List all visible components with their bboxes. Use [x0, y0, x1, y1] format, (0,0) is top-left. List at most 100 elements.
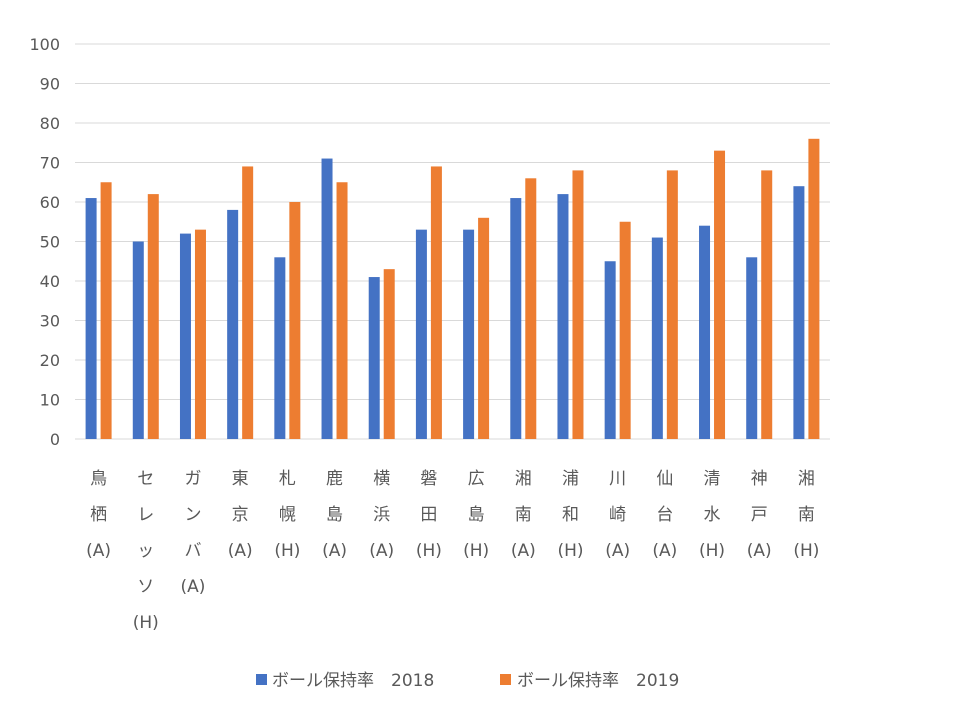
- bar-2019-1: [100, 182, 112, 439]
- bar-2018-15: [746, 257, 758, 439]
- legend-swatch: [256, 674, 267, 685]
- x-category-text: (H): [416, 541, 442, 561]
- y-tick-label: 60: [40, 193, 60, 212]
- x-category-text: (H): [274, 541, 300, 561]
- x-category-text: 島: [468, 505, 485, 525]
- bar-2018-8: [415, 229, 427, 439]
- x-category-text: ン: [184, 505, 201, 525]
- x-category-text: (A): [181, 577, 206, 597]
- bar-2018-4: [227, 209, 239, 439]
- x-category-text: 和: [562, 505, 579, 525]
- bar-2018-2: [132, 241, 144, 439]
- x-category-text: (H): [133, 613, 159, 633]
- bar-2019-5: [289, 202, 301, 439]
- x-category-text: 鹿: [326, 469, 343, 489]
- x-category-text: ガ: [184, 469, 201, 489]
- x-category-label: 清水 (H): [699, 469, 725, 561]
- legend: ボール保持率 2018 ボール保持率 2019: [256, 671, 679, 691]
- x-category-text: 鳥: [90, 469, 107, 489]
- x-category-label: 浦和 (H): [557, 469, 583, 561]
- legend-swatch: [500, 674, 511, 685]
- bar-2019-10: [525, 178, 537, 440]
- bar-2019-13: [666, 170, 678, 439]
- x-category-text: 仙: [656, 469, 673, 489]
- x-category-text: 栖: [90, 505, 107, 525]
- x-category-text: 戸: [751, 505, 768, 525]
- bar-2019-14: [714, 150, 726, 439]
- x-category-text: (A): [86, 541, 111, 561]
- bar-2018-7: [368, 277, 380, 439]
- x-category-text: 磐: [420, 469, 437, 489]
- legend-entry-2019: ボール保持率 2019: [500, 671, 679, 691]
- bar-2019-11: [572, 170, 584, 439]
- x-category-text: 崎: [609, 505, 626, 525]
- x-category-text: (H): [463, 541, 489, 561]
- x-category-text: 湘: [798, 469, 815, 489]
- bars: [85, 138, 820, 440]
- bar-2019-3: [194, 229, 206, 439]
- bar-2018-14: [699, 225, 711, 439]
- x-category-text: (A): [322, 541, 347, 561]
- y-tick-label: 90: [40, 75, 60, 94]
- x-category-text: (H): [793, 541, 819, 561]
- x-category-label: 広島 (H): [463, 469, 489, 561]
- x-category-text: 島: [326, 505, 343, 525]
- x-category-text: 清: [704, 469, 721, 489]
- x-category-label: 横浜 (A): [369, 469, 394, 561]
- x-category-text: 南: [515, 505, 532, 525]
- bar-2018-5: [274, 257, 286, 439]
- bar-2019-4: [242, 166, 254, 439]
- x-category-label: 鳥栖 (A): [86, 469, 111, 561]
- x-category-text: 川: [609, 469, 626, 489]
- x-category-text: 札: [279, 469, 296, 489]
- x-category-text: 台: [656, 505, 673, 525]
- legend-label: ボール保持率 2018: [272, 671, 434, 691]
- x-category-label: 川崎 (A): [605, 469, 630, 561]
- x-category-text: 幌: [279, 505, 296, 525]
- x-category-text: 東: [232, 469, 249, 489]
- bar-2019-2: [147, 194, 159, 439]
- y-tick-label: 70: [40, 154, 60, 173]
- bar-2019-6: [336, 182, 348, 439]
- bar-2018-1: [85, 198, 97, 439]
- x-category-text: 水: [704, 505, 721, 525]
- x-category-text: 浦: [562, 469, 579, 489]
- bar-2018-13: [651, 237, 663, 439]
- bar-2019-16: [808, 138, 820, 440]
- bar-2018-3: [179, 233, 191, 439]
- x-category-text: (A): [747, 541, 772, 561]
- x-category-text: セ: [137, 469, 154, 489]
- y-tick-label: 30: [40, 312, 60, 331]
- x-category-label: 仙台 (A): [652, 469, 677, 561]
- x-category-label: 鹿島 (A): [322, 469, 347, 561]
- bar-2019-7: [383, 269, 395, 439]
- x-category-label: 磐田 (H): [416, 469, 442, 561]
- bar-2018-11: [557, 194, 569, 439]
- x-category-text: ソ: [137, 577, 154, 597]
- x-category-text: 広: [468, 469, 485, 489]
- bar-2018-6: [321, 158, 333, 440]
- x-category-text: 南: [798, 505, 815, 525]
- y-tick-label: 40: [40, 272, 60, 291]
- bar-2018-10: [510, 198, 522, 439]
- y-tick-label: 50: [40, 233, 60, 252]
- legend-entry-2018: ボール保持率 2018: [256, 671, 434, 691]
- x-category-text: (A): [511, 541, 536, 561]
- x-category-text: (A): [228, 541, 253, 561]
- bar-2019-15: [761, 170, 773, 439]
- x-category-label: 湘南 (H): [793, 469, 819, 561]
- bar-2018-12: [604, 261, 616, 439]
- y-tick-label: 0: [50, 430, 60, 449]
- y-tick-label: 10: [40, 391, 60, 410]
- x-category-text: (H): [699, 541, 725, 561]
- x-category-label: 神戸 (A): [747, 469, 772, 561]
- x-category-text: ッ: [137, 541, 154, 561]
- bar-2019-8: [430, 166, 442, 439]
- bar-2018-16: [793, 186, 805, 439]
- x-category-text: (A): [605, 541, 630, 561]
- x-category-text: (H): [557, 541, 583, 561]
- x-category-text: 浜: [373, 505, 390, 525]
- legend-label: ボール保持率 2019: [517, 671, 679, 691]
